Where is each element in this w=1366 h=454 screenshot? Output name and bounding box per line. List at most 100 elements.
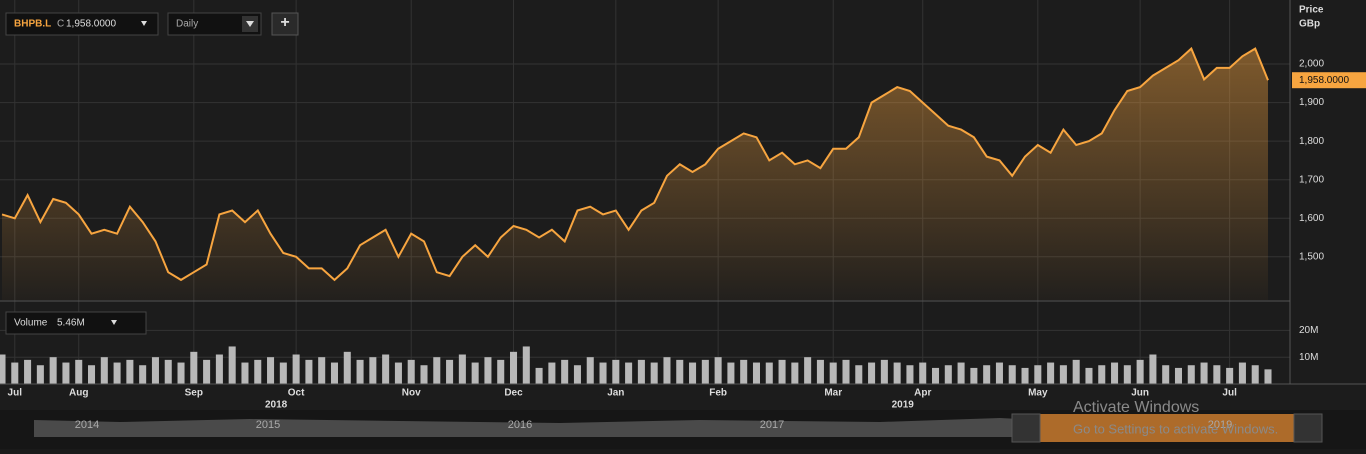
volume-name: Volume	[14, 318, 48, 329]
volume-bar	[75, 359, 83, 384]
volume-bar	[535, 367, 543, 384]
volume-bar	[586, 357, 594, 384]
interval-box[interactable]	[167, 12, 262, 36]
volume-bar	[330, 362, 339, 384]
volume-bar	[0, 354, 6, 384]
close-value: 1,958.0000	[66, 19, 116, 30]
add-button[interactable]	[271, 12, 299, 36]
volume-bar	[1238, 362, 1246, 384]
navigator-handle[interactable]	[1011, 413, 1041, 443]
dropdown-arrow	[246, 21, 254, 27]
y-tick-label: 1,900	[1299, 97, 1324, 108]
volume-bar	[765, 362, 773, 384]
volume-bar	[752, 362, 761, 384]
volume-bar	[11, 362, 19, 384]
volume-bar	[279, 362, 287, 384]
volume-bar	[87, 365, 96, 384]
volume-bar	[113, 362, 121, 384]
volume-bar	[804, 357, 812, 384]
volume-bar	[509, 351, 518, 384]
y-tick-label: 1,500	[1299, 251, 1324, 262]
volume-bar	[49, 357, 57, 384]
volume-bar	[727, 362, 735, 384]
symbol: BHPB.L	[14, 19, 51, 30]
add-label: +	[280, 14, 289, 31]
dropdown-arrow	[111, 320, 117, 325]
volume-bar	[880, 359, 888, 384]
symbol-box[interactable]	[5, 12, 159, 36]
volume-bar	[1264, 369, 1272, 384]
volume-bar	[599, 362, 607, 384]
volume-bar	[62, 362, 70, 384]
y-tick-label: 20M	[1299, 325, 1318, 336]
x-tick-label: Dec	[504, 388, 523, 399]
x-year-label: 2019	[892, 400, 915, 411]
volume-bar	[1226, 367, 1234, 384]
volume-bar	[573, 365, 581, 384]
volume-bar	[1098, 365, 1106, 384]
volume-bar	[1213, 365, 1221, 384]
volume-bar	[420, 365, 428, 384]
watermark-title: Activate Windows	[1073, 399, 1199, 416]
volume-bar	[407, 359, 415, 384]
navigator-years: 2014 2015 2016 2017 2019	[75, 419, 1232, 431]
axis-title: Price	[1299, 5, 1324, 16]
volume-bar	[343, 351, 351, 384]
volume-bar	[190, 351, 198, 384]
x-tick-label: Mar	[824, 388, 842, 399]
volume-bar	[241, 362, 249, 384]
volume-bar	[1136, 359, 1144, 384]
navigator-year: 2017	[760, 419, 784, 431]
volume-bar	[1021, 367, 1029, 384]
x-tick-label: Jul	[1222, 388, 1237, 399]
volume-bar	[714, 357, 722, 384]
volume-bar	[305, 359, 313, 384]
volume-bar	[292, 354, 300, 384]
volume-bar	[24, 359, 32, 384]
volume-bar	[446, 359, 454, 384]
dropdown-arrow	[141, 21, 147, 26]
interval: Daily	[176, 19, 198, 30]
volume-bar	[177, 362, 185, 384]
volume-bar	[36, 365, 44, 384]
volume-bar	[548, 362, 556, 384]
volume-bar	[318, 357, 326, 384]
navigator-handle[interactable]	[1293, 413, 1323, 443]
volume-bar	[1187, 365, 1195, 384]
grid	[0, 0, 1290, 384]
plot	[0, 46, 1272, 384]
volume-bar	[689, 362, 697, 384]
volume-bar	[995, 362, 1003, 384]
x-tick-label: Jul	[8, 388, 23, 399]
volume-bar	[458, 354, 466, 384]
volume-bar	[906, 365, 914, 384]
y-tick-label: 1,600	[1299, 213, 1324, 224]
last-price-tag	[1292, 72, 1366, 89]
volume-box[interactable]	[5, 311, 147, 335]
volume-bar	[497, 359, 505, 384]
last-price-label: 1,958.0000	[1299, 75, 1349, 86]
navigator-year: 2014	[75, 419, 99, 431]
volume-bar	[625, 362, 633, 384]
volume-bar	[228, 346, 236, 384]
navigator-year: 2019	[1208, 419, 1232, 431]
volume-bar	[650, 362, 658, 384]
navigator-year: 2016	[508, 419, 532, 431]
x-tick-label: Oct	[288, 388, 305, 399]
y-tick-label: 10M	[1299, 352, 1318, 363]
volume-bar	[855, 365, 863, 384]
volume-bar	[1251, 365, 1259, 384]
volume-bar	[637, 359, 645, 384]
volume-bar	[829, 362, 837, 384]
navigator-area	[34, 418, 1040, 437]
volume-bar	[561, 359, 569, 384]
volume-bar	[1111, 362, 1119, 384]
volume-bar	[484, 357, 492, 384]
navigator-year: 2015	[256, 419, 280, 431]
volume-bar	[893, 362, 901, 384]
volume-bar	[944, 365, 952, 384]
volume-bar	[1085, 367, 1093, 384]
navigator-window[interactable]	[1040, 414, 1294, 442]
